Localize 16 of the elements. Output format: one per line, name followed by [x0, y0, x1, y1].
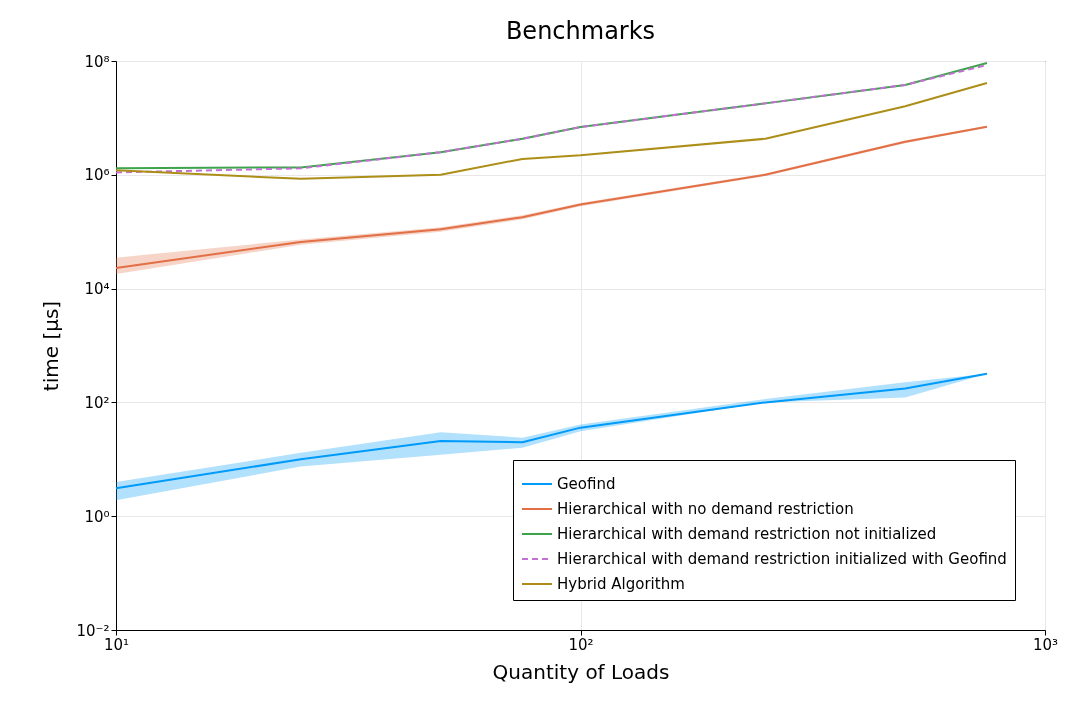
legend-label: Geofind — [557, 475, 616, 493]
y-tick-label: 10² — [84, 393, 110, 412]
y-tick-label: 10⁰ — [84, 507, 110, 526]
y-tick-label: 10⁴ — [84, 280, 110, 299]
x-tick-label: 10² — [568, 635, 594, 654]
chart-title: Benchmarks — [505, 17, 656, 45]
y-axis-title: time [μs] — [39, 300, 64, 392]
legend-label: Hierarchical with demand restriction not initialized — [557, 525, 937, 543]
legend-label: Hybrid Algorithm — [557, 575, 685, 593]
x-axis-title: Quantity of Loads — [492, 659, 670, 684]
x-tick-label: 10³ — [1032, 635, 1059, 654]
y-tick-label: 10⁶ — [84, 166, 110, 185]
y-tick-label: 10⁸ — [84, 52, 110, 71]
x-tick-label: 10¹ — [103, 635, 130, 654]
legend-label: Hierarchical with demand restriction initialized with Geofind — [557, 550, 1007, 568]
legend-label: Hierarchical with no demand restriction — [557, 500, 854, 518]
